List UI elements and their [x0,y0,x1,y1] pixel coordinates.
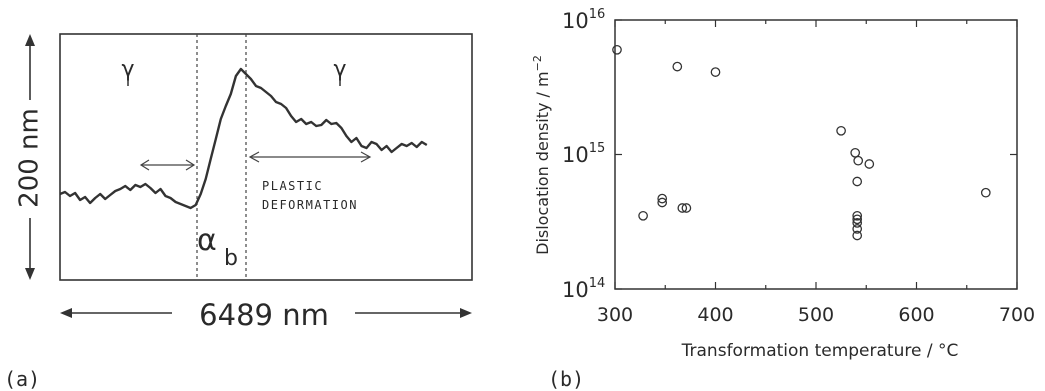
alpha-width-arrow [139,159,196,171]
data-point [710,67,721,77]
x-tick-label: 300 [597,304,633,326]
scatter-points [612,44,991,241]
data-point [853,155,864,166]
data-point [980,187,991,198]
x-axis-label: Transformation temperature / °C [681,341,959,361]
data-point [672,61,683,72]
data-point [850,147,861,158]
data-point [681,203,692,213]
panel-a-label: (a) [4,367,40,391]
data-point [852,214,863,225]
x-extent-arrow [60,308,472,318]
data-point [852,224,863,234]
data-point [852,176,863,187]
gamma-right-label: γ [333,57,346,82]
y-axis-label: Dislocation density / m−2 [531,55,552,255]
x-tick-label: 400 [697,304,733,326]
data-point [638,210,648,221]
y-extent-arrow [25,34,35,280]
x-extent-label: 6489 nm [199,298,329,332]
height-profile-line [59,67,428,210]
annotation-deformation: DEFORMATION [262,198,358,212]
y-extent-label: 200 nm [15,108,45,208]
data-point [612,44,622,55]
axis-ticks [614,19,1018,290]
x-tick-labels: 300 400 500 600 700 [597,304,1035,326]
y-tick-label: 1015 [562,141,605,167]
panel-b-label: (b) [548,367,584,391]
plastic-deformation-arrow [248,151,372,163]
data-point [852,230,863,241]
data-point [657,193,668,204]
y-tick-label: 1014 [562,276,605,302]
panel-a-frame [59,33,473,281]
data-point [657,197,668,208]
data-point [677,203,688,213]
data-point [852,210,863,221]
annotation-plastic: PLASTIC [262,179,323,193]
data-point [852,218,863,228]
y-tick-label: 1016 [562,7,605,33]
data-point [864,159,875,169]
plot-area [614,19,1018,290]
y-tick-labels: 1014 1015 1016 [562,7,605,302]
x-tick-label: 500 [798,304,834,326]
data-point [836,125,846,136]
panel-b: 300 400 500 600 700 1014 1015 1016 Dislo… [531,7,1035,391]
x-tick-label: 600 [898,304,934,326]
alpha-label: α [197,223,217,258]
x-tick-label: 700 [999,304,1035,326]
gamma-left-label: γ [121,57,134,82]
alpha-subscript: b [224,246,238,271]
panel-a: γ γ PLASTIC DEFORMATION α b 200 nm [4,33,473,391]
